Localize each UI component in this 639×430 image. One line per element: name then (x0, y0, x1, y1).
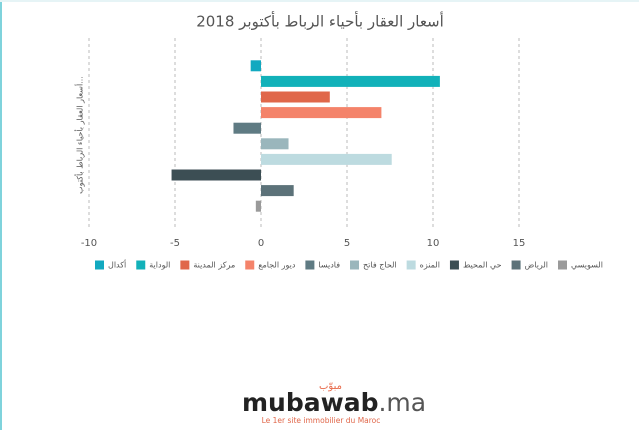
bar (261, 185, 294, 197)
legend-swatch (406, 260, 416, 270)
legend-label: ديور الجامع (258, 261, 296, 270)
bar (261, 153, 392, 165)
bar (250, 60, 261, 72)
legend-swatch (558, 260, 567, 270)
logo: مبوّب mubawab.ma Le 1er site immobilier … (242, 381, 426, 425)
legend-label: الحاج فاتح (363, 261, 397, 270)
x-tick-label: 0 (258, 238, 264, 249)
legend-label: أكدال (108, 260, 126, 270)
legend-label: مركز المدينة (193, 261, 235, 270)
bar (233, 122, 261, 134)
legend-label: المنزه (420, 261, 440, 270)
bar (255, 200, 261, 212)
legend-label: الرياض (525, 261, 548, 270)
legend-swatch (136, 260, 146, 270)
legend-swatch (449, 260, 459, 270)
bar (261, 91, 330, 103)
logo-suffix: .ma (378, 388, 426, 417)
logo-name-main: mubawab (242, 388, 378, 417)
bar (261, 138, 289, 150)
x-tick-label: 15 (513, 238, 526, 249)
bar (171, 169, 261, 181)
logo-tagline: Le 1er site immobilier du Maroc (262, 416, 381, 425)
chart-title: أسعار العقار بأحياء الرباط بأكتوبر 2018 (196, 11, 444, 31)
plot-area: -10 -5 0 5 10 15 (81, 38, 526, 249)
x-tick-label: -5 (170, 238, 180, 249)
x-tick-label: 5 (344, 238, 350, 249)
x-tick-label: 10 (427, 238, 440, 249)
legend-label: الوداية (149, 261, 170, 270)
legend-swatch (95, 260, 104, 270)
legend-swatch (350, 260, 360, 270)
bar (261, 107, 382, 119)
legend-swatch (511, 260, 521, 270)
legend: أكدال الوداية مركز المدينة ديور الجامع فاديس… (95, 260, 603, 270)
legend-label: فاديسا (318, 261, 340, 270)
y-axis-label: أسعار العقار بأحياء الرباط بأكتوب... (74, 76, 85, 194)
bar (261, 75, 440, 87)
x-tick-label: -10 (81, 238, 97, 249)
logo-name: mubawab.ma (242, 388, 426, 417)
legend-swatch (305, 260, 315, 270)
legend-label: السويسي (571, 261, 603, 270)
legend-swatch (180, 260, 190, 270)
legend-swatch (245, 260, 255, 270)
logo-arabic: مبوّب (319, 381, 342, 392)
legend-label: حي المحيط (463, 261, 502, 270)
